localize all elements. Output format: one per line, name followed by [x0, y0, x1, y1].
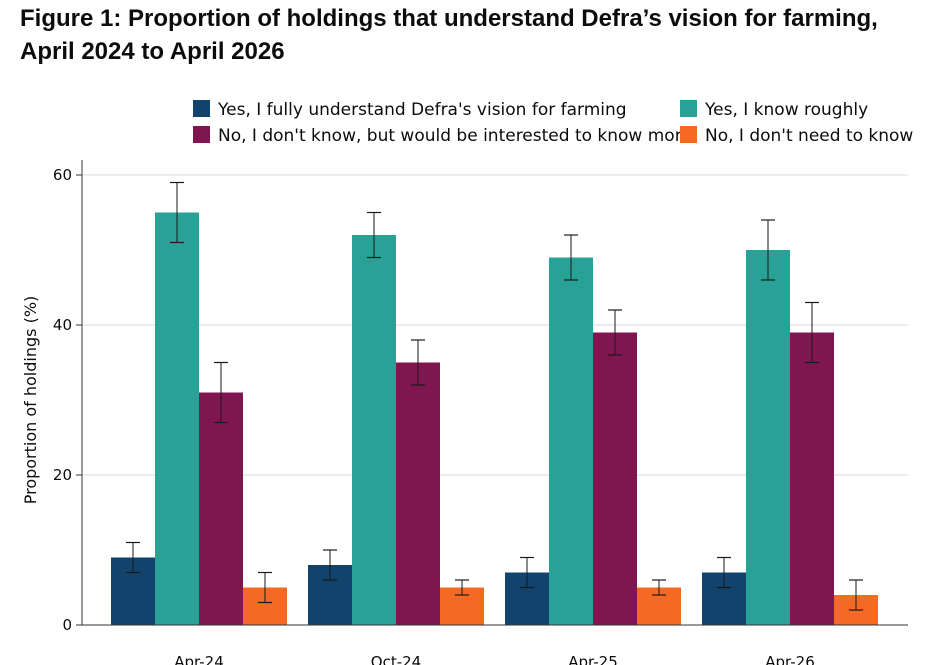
legend-label-1: Yes, I fully understand Defra's vision f…: [217, 100, 627, 120]
legend-label-2: Yes, I know roughly: [704, 100, 868, 120]
bars: [111, 212, 878, 625]
bar-2-Oct-24: [352, 235, 396, 625]
bar-3-Oct-24: [396, 362, 440, 625]
error-bar-1-Apr-25: [520, 556, 534, 589]
error-bar-4-Apr-25: [652, 579, 666, 596]
y-tick-label-40: 40: [53, 316, 72, 334]
bar-3-Apr-24: [199, 392, 243, 625]
y-tick-label-0: 0: [62, 616, 72, 634]
error-bar-4-Apr-24: [258, 571, 272, 604]
y-axis-title: Proportion of holdings (%): [21, 296, 40, 505]
bar-2-Apr-24: [155, 212, 199, 625]
y-tick-label-60: 60: [53, 166, 72, 184]
bar-2-Apr-25: [549, 257, 593, 625]
error-bar-4-Apr-26: [849, 579, 863, 611]
figure-title: Figure 1: Proportion of holdings that un…: [20, 5, 878, 65]
error-bar-3-Apr-24: [214, 361, 228, 424]
x-tick-label-Apr-24: Apr-24: [174, 653, 224, 665]
error-bar-2-Apr-25: [564, 234, 578, 281]
x-axis: Apr-24 Oct-24 Apr-25 Apr-26: [82, 624, 908, 665]
error-bar-2-Oct-24: [367, 211, 381, 259]
error-bar-4-Oct-24: [455, 579, 469, 596]
error-bar-2-Apr-24: [170, 181, 184, 244]
error-bar-3-Oct-24: [411, 339, 425, 386]
legend-swatch-4: [680, 126, 697, 143]
error-bar-3-Apr-26: [805, 301, 819, 364]
error-bar-3-Apr-25: [608, 309, 622, 356]
bar-2-Apr-26: [746, 250, 790, 625]
chart-legend: Yes, I fully understand Defra's vision f…: [193, 100, 913, 146]
legend-swatch-3: [193, 126, 210, 143]
legend-label-4: No, I don't need to know: [705, 126, 913, 146]
error-bar-1-Oct-24: [323, 549, 337, 581]
legend-swatch-2: [680, 100, 697, 117]
legend-label-3: No, I don't know, but would be intereste…: [218, 126, 692, 146]
error-bars: [126, 181, 863, 611]
bar-3-Apr-26: [790, 332, 834, 625]
x-tick-label-Oct-24: Oct-24: [371, 653, 421, 665]
x-tick-label-Apr-26: Apr-26: [765, 653, 815, 665]
y-axis: 0 20 40 60: [53, 160, 83, 634]
error-bar-2-Apr-26: [761, 219, 775, 281]
bar-3-Apr-25: [593, 332, 637, 625]
error-bar-1-Apr-26: [717, 556, 731, 589]
y-tick-label-20: 20: [53, 466, 72, 484]
error-bar-1-Apr-24: [126, 541, 140, 574]
legend-swatch-1: [193, 100, 210, 117]
x-tick-label-Apr-25: Apr-25: [568, 653, 618, 665]
